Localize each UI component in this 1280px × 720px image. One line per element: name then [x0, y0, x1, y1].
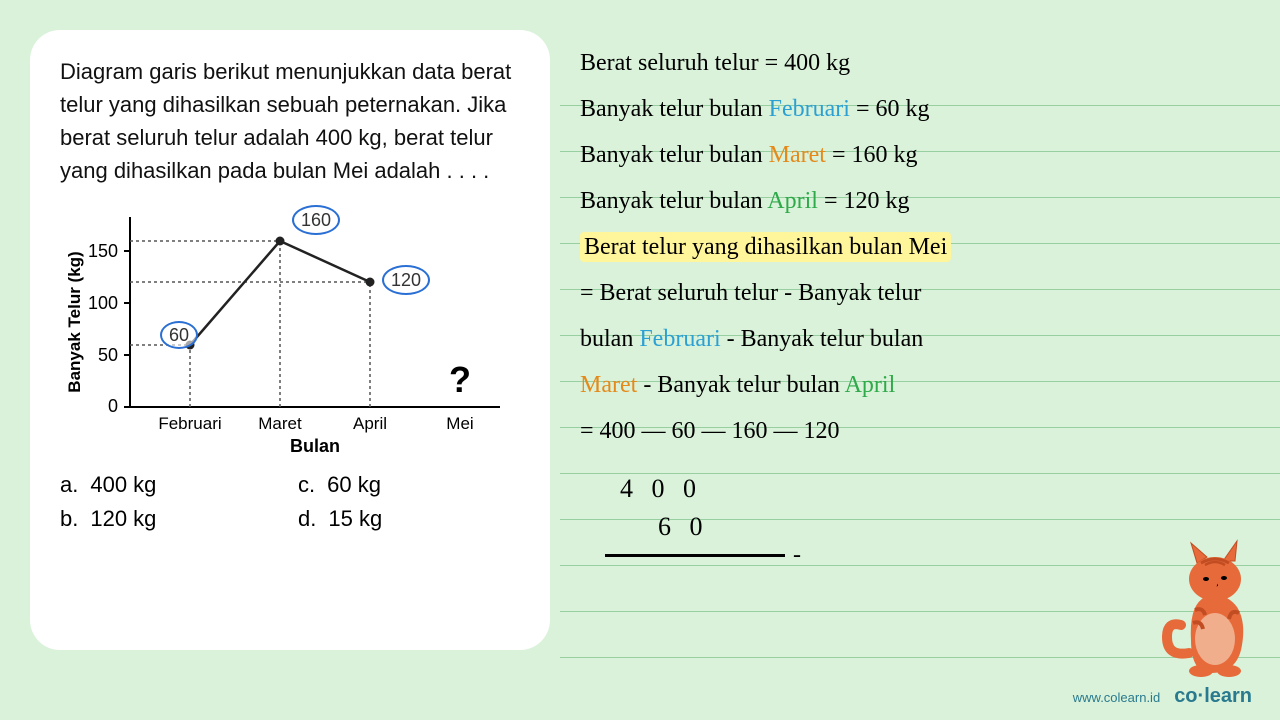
svg-text:Bulan: Bulan [290, 436, 340, 456]
work-line-9: = 400 — 60 — 160 — 120 [580, 408, 1250, 454]
work-line-7: bulan Februari - Banyak telur bulan [580, 316, 1250, 362]
answer-a: a.400 kg [60, 472, 282, 498]
footer: www.colearn.id co·learn [1073, 685, 1252, 708]
work-line-5: Berat telur yang dihasilkan bulan Mei [580, 224, 1250, 270]
footer-brand: co·learn [1174, 685, 1252, 708]
handwritten-solution: Berat seluruh telur = 400 kg Banyak telu… [580, 40, 1250, 569]
chart-label-60: 60 [160, 321, 198, 349]
answer-d: d.15 kg [298, 506, 520, 532]
work-line-4: Banyak telur bulan April = 120 kg [580, 178, 1250, 224]
svg-text:150: 150 [88, 241, 118, 261]
work-line-3: Banyak telur bulan Maret = 160 kg [580, 132, 1250, 178]
minus-sign: - [793, 542, 801, 569]
svg-text:Banyak Telur (kg): Banyak Telur (kg) [65, 251, 84, 392]
work-line-1: Berat seluruh telur = 400 kg [580, 40, 1250, 86]
svg-text:0: 0 [108, 396, 118, 416]
chart-label-160: 160 [292, 205, 340, 235]
work-line-6: = Berat seluruh telur - Banyak telur [580, 270, 1250, 316]
svg-text:?: ? [449, 359, 471, 400]
calc-underline [605, 554, 785, 557]
svg-text:100: 100 [88, 293, 118, 313]
calc-row-1: 4 0 0 [580, 474, 1250, 504]
chart-label-120: 120 [382, 265, 430, 295]
calc-row-2: 6 0 [580, 512, 1250, 542]
svg-text:50: 50 [98, 345, 118, 365]
answer-b: b.120 kg [60, 506, 282, 532]
answer-options: a.400 kg c.60 kg b.120 kg d.15 kg [60, 472, 520, 532]
svg-text:Februari: Februari [158, 414, 221, 433]
footer-url: www.colearn.id [1073, 690, 1160, 705]
answer-c: c.60 kg [298, 472, 520, 498]
question-text: Diagram garis berikut menunjukkan data b… [60, 55, 520, 187]
cat-mascot-icon [1153, 535, 1258, 680]
svg-text:Maret: Maret [258, 414, 302, 433]
work-line-8: Maret - Banyak telur bulan April [580, 362, 1250, 408]
line-chart: 0 50 100 150 Banyak Telur (kg) Februari … [60, 197, 520, 457]
svg-text:Mei: Mei [446, 414, 473, 433]
question-panel: Diagram garis berikut menunjukkan data b… [30, 30, 550, 650]
svg-text:April: April [353, 414, 387, 433]
work-line-2: Banyak telur bulan Februari = 60 kg [580, 86, 1250, 132]
